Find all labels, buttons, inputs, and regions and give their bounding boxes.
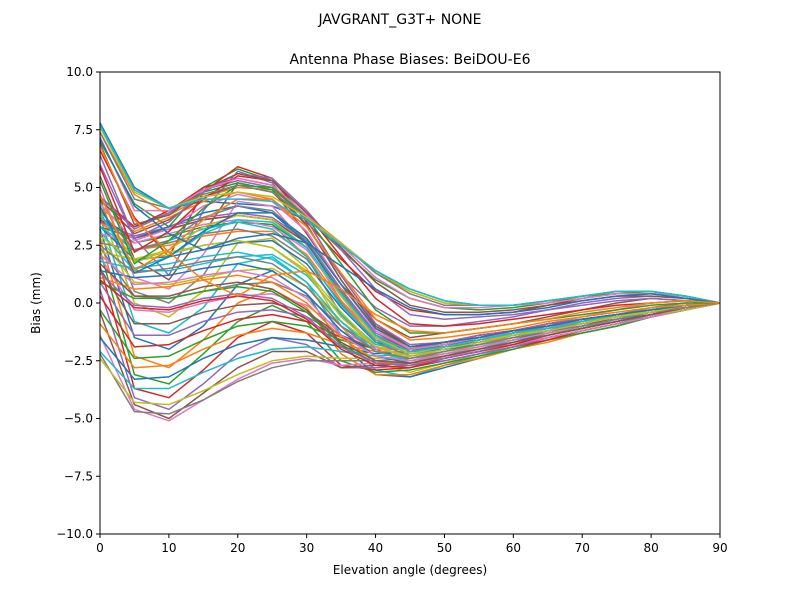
y-axis-ticks: −10.0 −7.5 −5.0 −2.5 0.0 2.5 5.0 7.5 10.0 — [56, 65, 100, 541]
series-line — [99, 263, 721, 364]
series-line — [99, 136, 721, 309]
series-line — [99, 124, 721, 307]
y-tick-label: 5.0 — [74, 181, 93, 195]
x-tick-label: 60 — [506, 541, 521, 555]
series-line — [99, 154, 721, 320]
axes-title: Antenna Phase Biases: BeiDOU-E6 — [290, 52, 531, 68]
series-line — [99, 249, 721, 385]
y-tick-label: −5.0 — [64, 412, 93, 426]
x-tick-label: 70 — [575, 541, 590, 555]
x-axis-ticks: 0 10 20 30 40 50 60 70 80 90 — [96, 534, 728, 555]
series-line — [99, 145, 721, 334]
x-tick-label: 80 — [643, 541, 658, 555]
y-tick-label: 2.5 — [74, 238, 93, 252]
y-tick-label: 0.0 — [74, 296, 93, 310]
y-tick-label: −10.0 — [56, 527, 93, 541]
y-tick-label: −7.5 — [64, 469, 93, 483]
series-line — [99, 138, 721, 316]
x-tick-label: 40 — [368, 541, 383, 555]
x-tick-label: 20 — [230, 541, 245, 555]
series-line — [99, 194, 721, 341]
x-tick-label: 10 — [161, 541, 176, 555]
x-tick-label: 90 — [712, 541, 727, 555]
y-axis-label: Bias (mm) — [29, 272, 43, 334]
x-axis-label: Elevation angle (degrees) — [333, 563, 487, 577]
x-tick-label: 30 — [299, 541, 314, 555]
y-tick-label: 7.5 — [74, 123, 93, 137]
x-tick-label: 50 — [437, 541, 452, 555]
series-line — [99, 205, 721, 348]
y-tick-label: 10.0 — [66, 65, 93, 79]
series-line — [99, 214, 721, 355]
series-line — [99, 244, 721, 360]
x-tick-label: 0 — [96, 541, 104, 555]
series-line — [99, 180, 720, 334]
series-line — [99, 164, 721, 327]
figure-suptitle: JAVGRANT_G3T+ NONE — [317, 12, 481, 28]
y-tick-label: −2.5 — [64, 354, 93, 368]
series-layer — [99, 122, 721, 422]
